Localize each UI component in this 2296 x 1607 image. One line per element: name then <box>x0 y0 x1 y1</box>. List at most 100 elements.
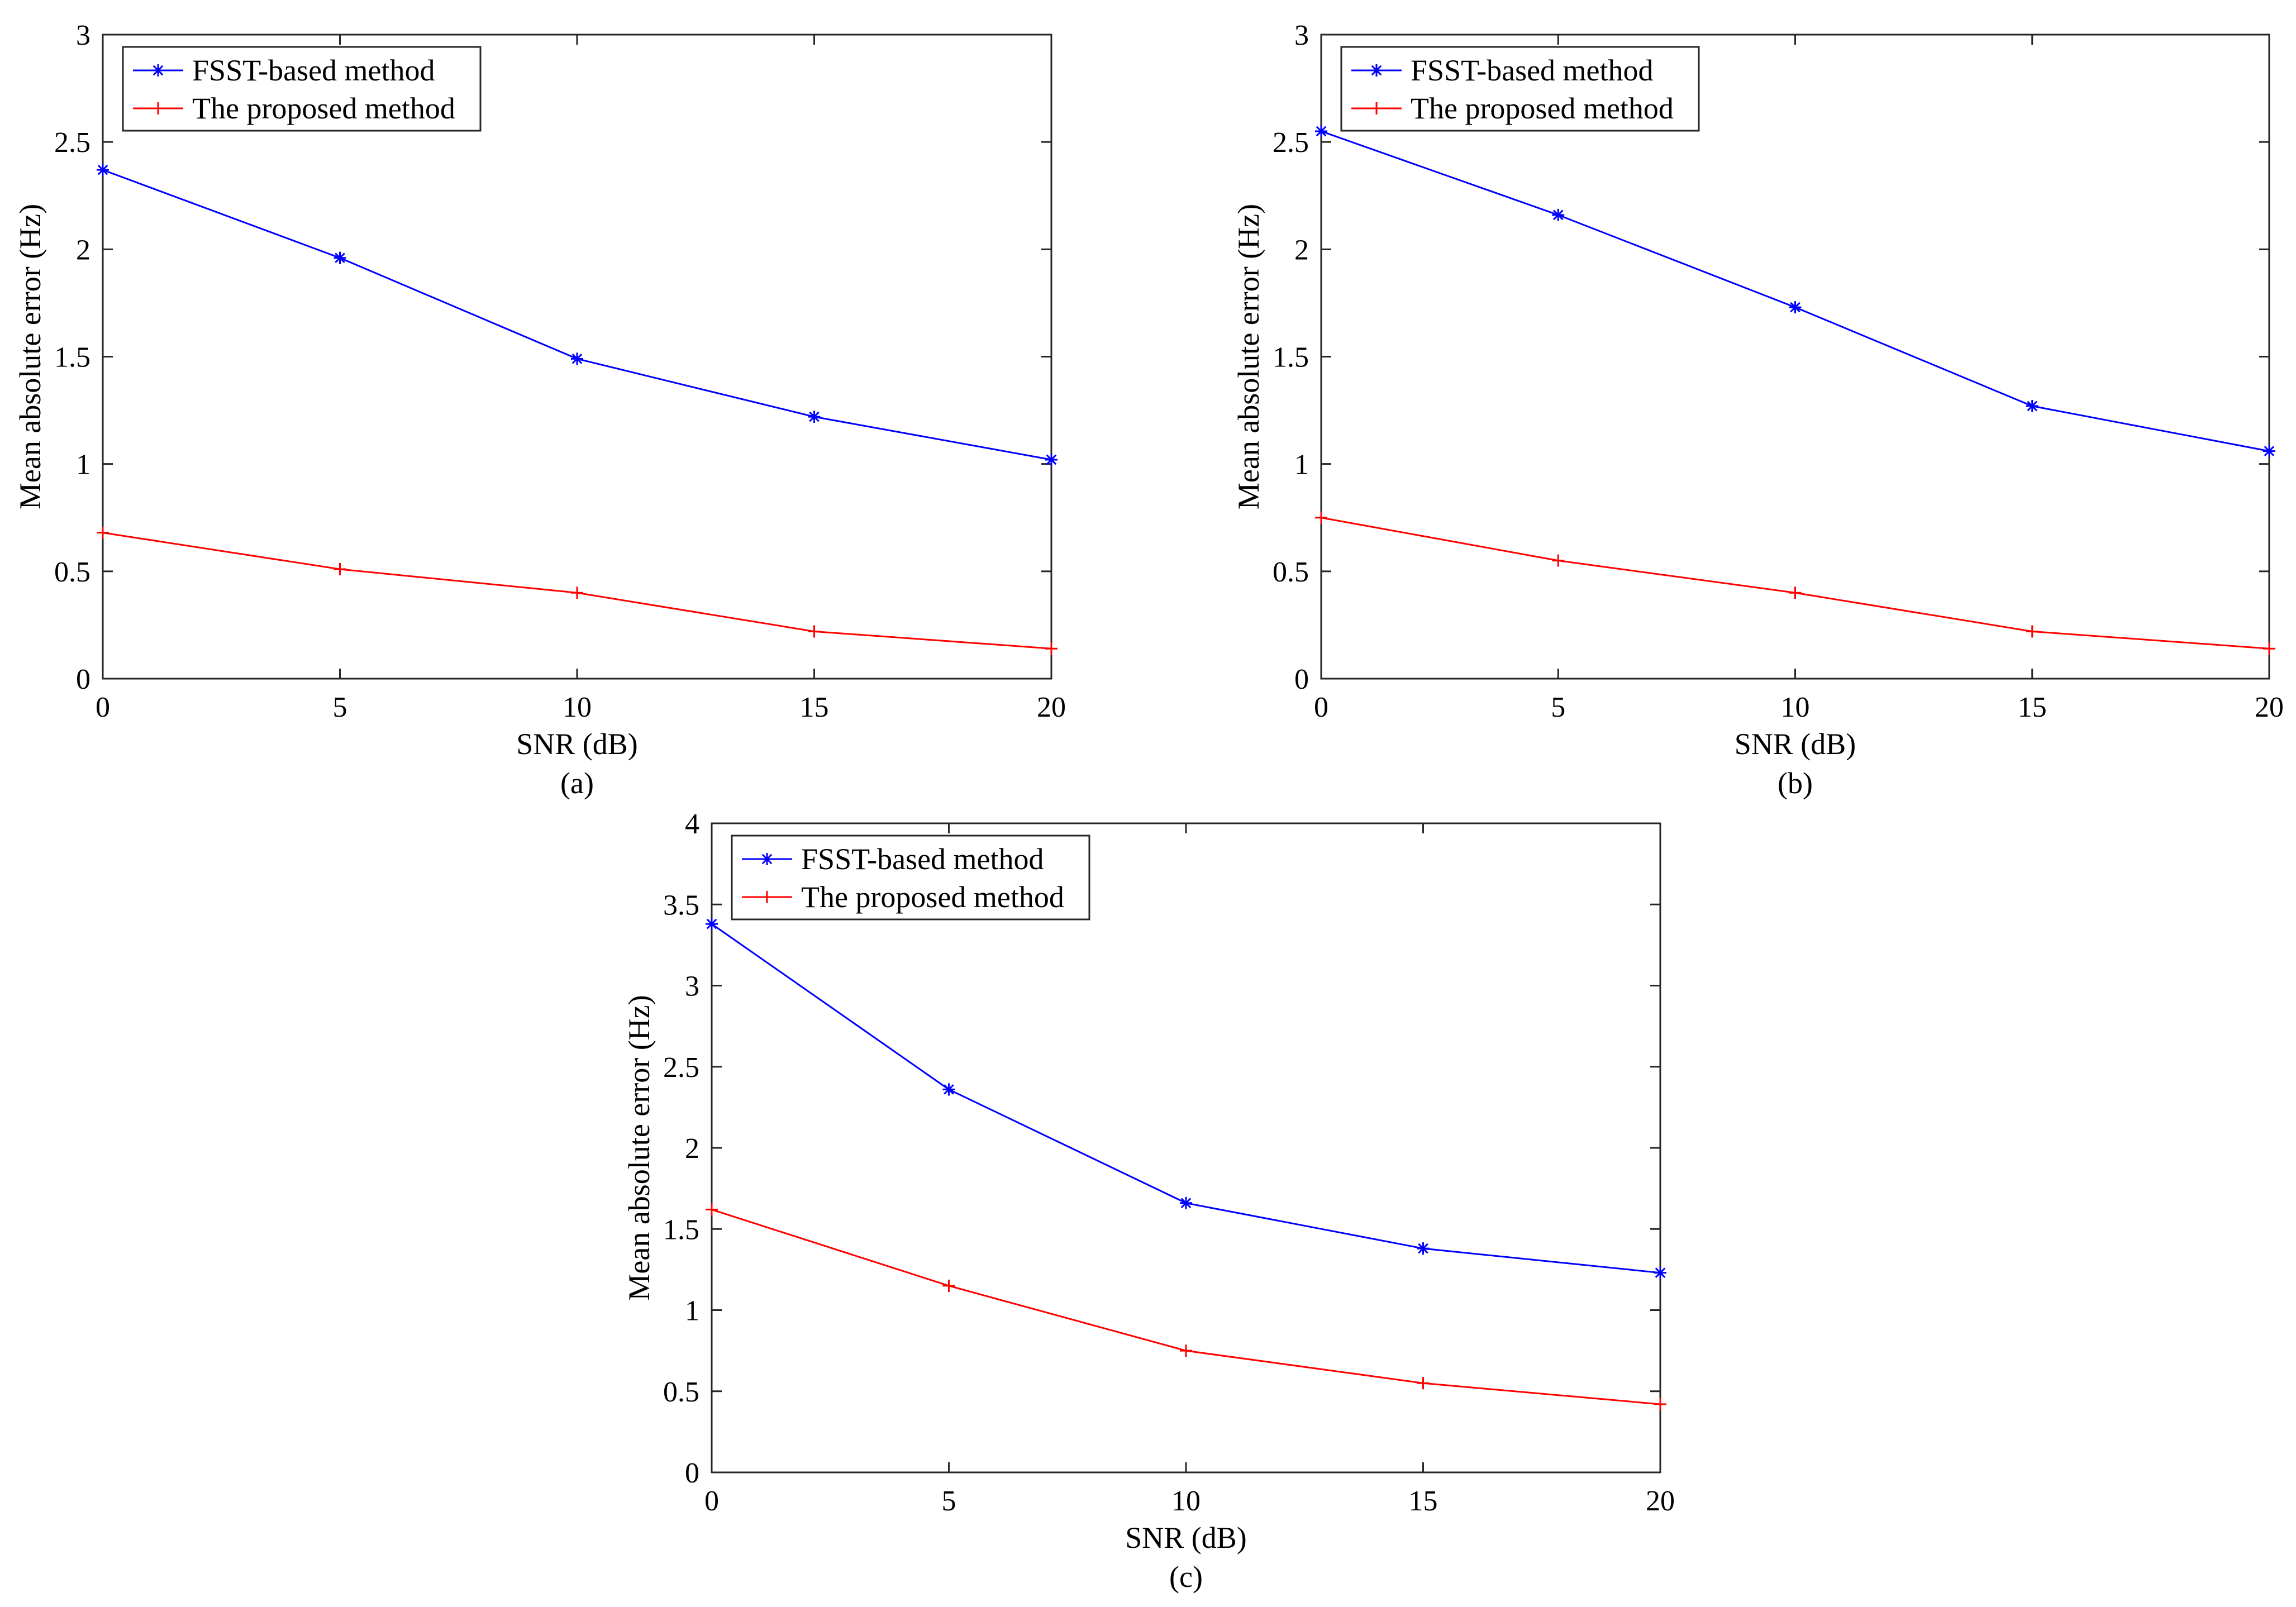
data-point <box>2026 625 2038 638</box>
plot-frame <box>711 822 1661 1474</box>
legend-box <box>1340 46 1700 132</box>
data-point <box>706 918 718 931</box>
y-tick-label: 0.5 <box>663 1376 699 1408</box>
y-tick-label: 2 <box>685 1133 699 1165</box>
legend-label-2: The proposed method <box>801 880 1064 914</box>
data-point <box>808 625 821 638</box>
legend-marker-2 <box>1370 102 1383 115</box>
y-tick-label: 0.5 <box>54 556 90 588</box>
legend-label-1: FSST-based method <box>1411 54 1654 87</box>
legend-marker-1 <box>1370 64 1383 77</box>
x-tick-label: 5 <box>1551 692 1565 723</box>
y-tick-label: 1 <box>76 449 90 481</box>
data-point <box>571 352 583 365</box>
legend-box <box>122 46 482 132</box>
y-tick-label: 3.5 <box>663 889 699 921</box>
legend-label-1: FSST-based method <box>801 842 1044 876</box>
y-tick-label: 4 <box>685 808 699 840</box>
legend-label-1: FSST-based method <box>192 54 435 87</box>
series-line-2 <box>1321 517 2270 650</box>
chart-panel-1: 0 5 10 15 20 0 0.5 1 1.5 2 2.5 3 SNR (dB) Mean absolu… <box>13 20 1066 800</box>
legend: FSST-based method The proposed method <box>1340 46 1700 132</box>
data-point <box>1045 642 1058 655</box>
y-tick-label: 0.5 <box>1273 556 1309 588</box>
x-tick-label: 20 <box>1646 1485 1675 1517</box>
data-point <box>97 526 109 539</box>
y-tick-label: 3 <box>1294 20 1309 51</box>
x-axis-label: SNR (dB) <box>1125 1521 1247 1554</box>
series-line-1 <box>1321 130 2270 452</box>
y-tick-label: 2.5 <box>54 127 90 159</box>
y-tick-label: 2.5 <box>1273 127 1309 159</box>
data-point <box>942 1083 955 1096</box>
panel-caption: (b) <box>1778 766 1813 800</box>
data-point <box>1180 1196 1192 1209</box>
x-tick-label: 5 <box>942 1485 956 1517</box>
y-tick-label: 0 <box>685 1457 699 1489</box>
legend-marker-2 <box>761 891 773 903</box>
data-point <box>706 1203 718 1216</box>
x-axis-label: SNR (dB) <box>516 727 638 761</box>
panel-caption: (a) <box>560 766 594 800</box>
x-tick-label: 0 <box>704 1485 719 1517</box>
y-tick-label: 2 <box>76 234 90 266</box>
x-tick-label: 10 <box>1171 1485 1201 1517</box>
data-point <box>571 586 583 599</box>
y-tick-label: 2.5 <box>663 1052 699 1084</box>
data-point <box>2263 642 2275 655</box>
y-tick-label: 0 <box>76 664 90 695</box>
series-line-2 <box>711 1208 1661 1405</box>
data-point <box>1789 301 1802 314</box>
data-point <box>1417 1242 1430 1255</box>
x-tick-label: 0 <box>96 692 110 723</box>
data-point <box>1180 1344 1192 1357</box>
y-tick-label: 3 <box>76 20 90 51</box>
y-axis-label: Mean absolute error (Hz) <box>622 995 656 1300</box>
data-point <box>97 164 109 177</box>
data-point <box>2026 399 2038 412</box>
legend: FSST-based method The proposed method <box>731 835 1090 921</box>
data-point <box>1552 208 1565 221</box>
chart-panel-2: 0 5 10 15 20 0 0.5 1 1.5 2 2.5 3 SNR (dB) Mean absolu… <box>1232 20 2284 800</box>
data-point <box>1789 586 1802 599</box>
legend-label-2: The proposed method <box>192 92 455 125</box>
legend-box <box>731 835 1090 921</box>
data-point <box>2263 445 2275 457</box>
legend-marker-2 <box>152 102 164 115</box>
legend: FSST-based method The proposed method <box>122 46 482 132</box>
data-point <box>1654 1398 1666 1410</box>
x-tick-label: 10 <box>563 692 592 723</box>
data-point <box>1654 1266 1666 1279</box>
x-tick-label: 5 <box>333 692 347 723</box>
y-axis-label: Mean absolute error (Hz) <box>1232 204 1265 509</box>
series-line-1 <box>711 923 1661 1274</box>
y-tick-label: 0 <box>1294 664 1309 695</box>
data-point <box>808 411 821 423</box>
data-point <box>1315 511 1327 524</box>
data-point <box>334 562 346 575</box>
y-tick-label: 3 <box>685 971 699 1003</box>
data-point <box>1045 453 1058 466</box>
x-tick-label: 20 <box>1037 692 1066 723</box>
x-tick-label: 15 <box>1409 1485 1438 1517</box>
y-tick-label: 1 <box>685 1295 699 1327</box>
legend-marker-1 <box>761 853 773 865</box>
x-tick-label: 15 <box>800 692 829 723</box>
data-point <box>1417 1377 1430 1390</box>
data-point <box>1552 554 1565 567</box>
x-tick-label: 10 <box>1781 692 1810 723</box>
x-tick-label: 20 <box>2255 692 2284 723</box>
x-tick-label: 0 <box>1314 692 1328 723</box>
y-tick-label: 1.5 <box>1273 342 1309 374</box>
data-point <box>334 251 346 264</box>
chart-panel-3: 0 5 10 15 20 0 0.5 1 1.5 2 2.5 3 3.5 4 SNR (dB) Mean ab… <box>622 808 1675 1594</box>
data-point <box>1315 125 1327 137</box>
series-line-1 <box>102 169 1052 461</box>
data-point <box>942 1279 955 1292</box>
panel-caption: (c) <box>1169 1560 1203 1594</box>
y-tick-label: 1.5 <box>663 1214 699 1246</box>
x-tick-label: 15 <box>2018 692 2047 723</box>
y-tick-label: 2 <box>1294 234 1309 266</box>
legend-label-2: The proposed method <box>1411 92 1674 125</box>
